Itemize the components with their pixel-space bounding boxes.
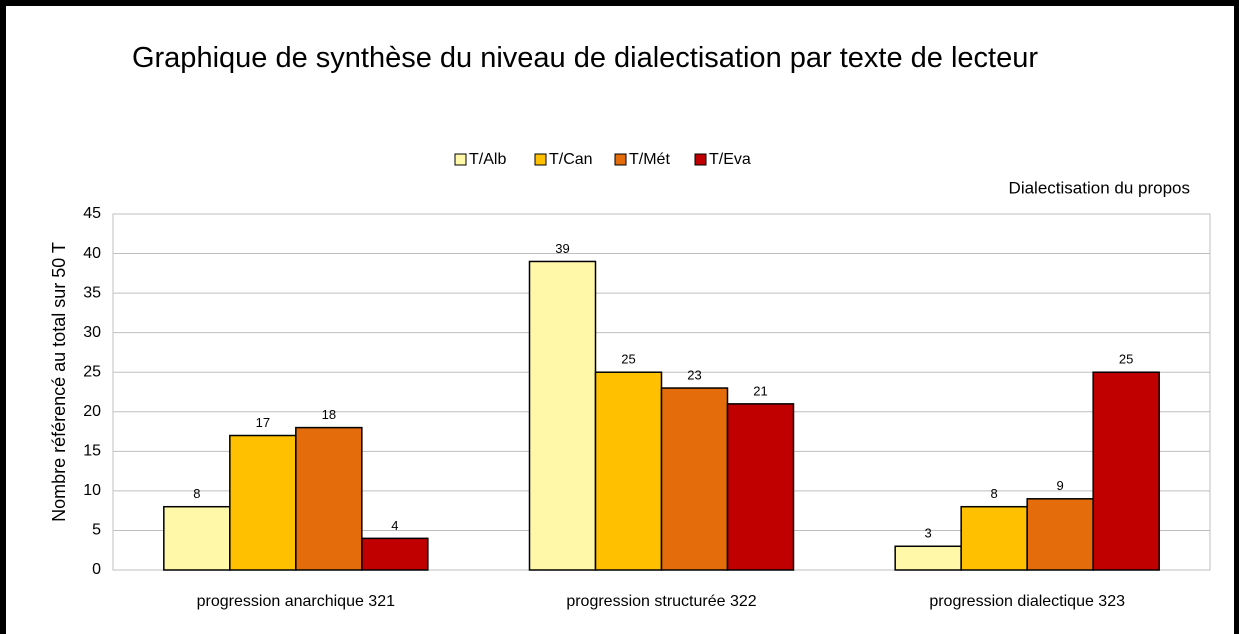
bar [163, 505, 231, 571]
y-tick-label: 5 [92, 522, 101, 539]
x-tick-label: progression dialectique 323 [929, 593, 1125, 610]
y-tick-label: 15 [83, 443, 101, 460]
legend-label: T/Eva [709, 151, 751, 168]
legend-label: T/Alb [469, 151, 506, 168]
y-tick-label: 0 [92, 561, 101, 578]
data-label: 21 [753, 383, 767, 398]
data-label: 18 [322, 407, 336, 422]
y-tick-label: 45 [83, 205, 101, 222]
data-label: 23 [687, 367, 701, 382]
bar [229, 434, 297, 571]
legend-swatch [694, 153, 707, 166]
data-label: 3 [925, 526, 932, 541]
data-label: 4 [391, 518, 398, 533]
data-label: 39 [555, 241, 569, 256]
data-label: 17 [256, 415, 270, 430]
legend-swatch [614, 153, 627, 166]
bar [660, 387, 729, 571]
legend-swatch [534, 153, 547, 166]
annotation: Dialectisation du propos [1009, 178, 1190, 197]
legend-label: T/Can [549, 151, 593, 168]
y-axis-label: Nombre référencé au total sur 50 T [49, 242, 69, 522]
legend-swatch [454, 153, 467, 166]
data-label: 8 [193, 486, 200, 501]
x-tick-label: progression anarchique 321 [197, 593, 395, 610]
x-tick-label: progression structurée 322 [566, 593, 756, 610]
bar [960, 505, 1028, 571]
y-tick-label: 30 [83, 324, 101, 341]
y-tick-label: 20 [83, 403, 101, 420]
y-tick-label: 35 [83, 284, 101, 301]
y-tick-label: 25 [83, 363, 101, 380]
data-label: 25 [1119, 352, 1133, 367]
data-label: 25 [621, 352, 635, 367]
bar [1092, 371, 1160, 571]
bar [594, 371, 663, 571]
bar [361, 537, 429, 571]
data-label: 8 [991, 486, 998, 501]
y-tick-label: 10 [83, 482, 101, 499]
chart-title: Graphique de synthèse du niveau de diale… [131, 42, 1039, 74]
data-label: 9 [1057, 478, 1064, 493]
legend-label: T/Mét [629, 151, 670, 168]
bar [295, 426, 363, 571]
bar [726, 403, 795, 571]
bar [1026, 498, 1094, 571]
y-tick-label: 40 [83, 245, 101, 262]
